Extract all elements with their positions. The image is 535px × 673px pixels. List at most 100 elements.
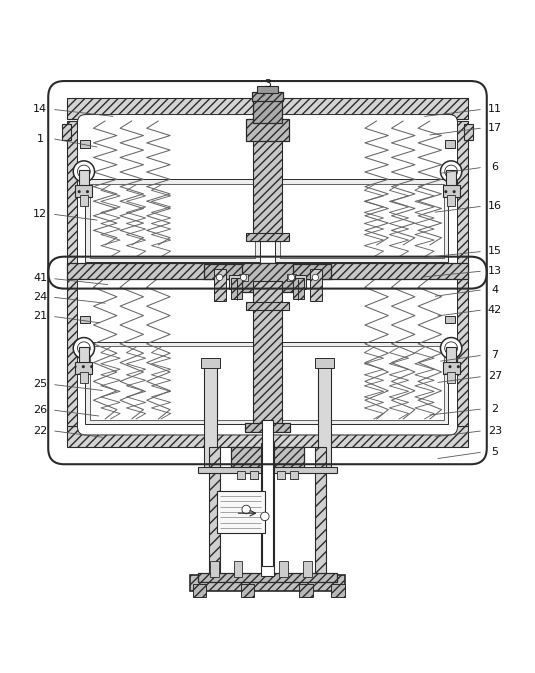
- Bar: [442, 362, 460, 374]
- Bar: [67, 263, 468, 279]
- FancyBboxPatch shape: [78, 114, 457, 275]
- Bar: [209, 447, 219, 577]
- Bar: [446, 170, 456, 188]
- Bar: [80, 195, 88, 206]
- Bar: [276, 180, 448, 262]
- Bar: [245, 423, 290, 432]
- Bar: [204, 365, 217, 471]
- Circle shape: [445, 165, 457, 178]
- Bar: [67, 121, 87, 270]
- Bar: [277, 470, 285, 479]
- Circle shape: [445, 342, 457, 355]
- Bar: [448, 276, 468, 426]
- Bar: [445, 140, 455, 147]
- Bar: [280, 184, 444, 258]
- Text: 41: 41: [33, 273, 47, 283]
- Bar: [201, 358, 219, 368]
- Bar: [261, 443, 274, 576]
- Bar: [257, 86, 278, 93]
- Circle shape: [312, 274, 319, 281]
- Text: 16: 16: [488, 201, 502, 211]
- Bar: [447, 195, 455, 206]
- Bar: [234, 561, 242, 577]
- Bar: [193, 584, 207, 598]
- Text: 15: 15: [488, 246, 502, 256]
- Bar: [276, 342, 448, 424]
- Bar: [442, 185, 460, 197]
- Text: 12: 12: [33, 209, 47, 219]
- FancyBboxPatch shape: [78, 270, 457, 435]
- Bar: [300, 584, 313, 598]
- Bar: [448, 121, 468, 270]
- Text: 4: 4: [491, 285, 498, 295]
- Bar: [231, 278, 242, 299]
- Bar: [246, 302, 289, 310]
- Text: 14: 14: [33, 104, 47, 114]
- Bar: [295, 275, 306, 289]
- Text: 26: 26: [33, 405, 47, 415]
- Bar: [239, 274, 248, 281]
- Bar: [80, 316, 90, 323]
- Bar: [217, 491, 265, 534]
- Bar: [445, 316, 455, 323]
- Bar: [253, 118, 282, 241]
- Bar: [279, 561, 288, 577]
- Text: 27: 27: [487, 371, 502, 382]
- Text: 22: 22: [33, 426, 48, 435]
- Bar: [316, 358, 334, 368]
- Text: 5: 5: [491, 447, 498, 457]
- Circle shape: [73, 161, 95, 182]
- Bar: [79, 347, 89, 364]
- Bar: [280, 346, 444, 420]
- Bar: [231, 447, 304, 472]
- Bar: [331, 584, 345, 598]
- Bar: [303, 561, 312, 577]
- Bar: [79, 170, 89, 188]
- Bar: [67, 276, 87, 426]
- Bar: [75, 185, 93, 197]
- Text: 2: 2: [491, 404, 498, 414]
- Circle shape: [261, 512, 269, 521]
- Bar: [311, 274, 319, 281]
- Bar: [253, 97, 282, 122]
- Bar: [241, 584, 254, 598]
- Bar: [86, 180, 259, 262]
- Bar: [216, 274, 224, 281]
- Text: 6: 6: [491, 162, 498, 172]
- Bar: [62, 124, 71, 139]
- Circle shape: [242, 505, 250, 513]
- FancyBboxPatch shape: [48, 256, 487, 464]
- Circle shape: [78, 165, 90, 178]
- Circle shape: [78, 342, 90, 355]
- Text: 7: 7: [491, 350, 498, 360]
- Bar: [262, 420, 273, 567]
- Text: 23: 23: [488, 426, 502, 435]
- Bar: [251, 92, 284, 101]
- Text: 25: 25: [33, 380, 47, 390]
- Circle shape: [216, 274, 223, 281]
- Bar: [229, 275, 240, 289]
- Bar: [287, 274, 296, 281]
- Bar: [67, 98, 468, 119]
- Bar: [90, 346, 255, 420]
- Bar: [80, 372, 88, 383]
- Bar: [318, 365, 331, 471]
- Bar: [447, 372, 455, 383]
- Bar: [204, 264, 331, 279]
- Bar: [246, 119, 289, 141]
- Bar: [250, 470, 258, 479]
- Bar: [293, 278, 304, 299]
- Text: 3: 3: [264, 79, 271, 89]
- Bar: [198, 573, 337, 582]
- Circle shape: [288, 274, 295, 281]
- Text: 17: 17: [488, 123, 502, 133]
- Text: 13: 13: [488, 266, 502, 276]
- Circle shape: [240, 274, 247, 281]
- Text: 21: 21: [33, 312, 47, 321]
- Bar: [86, 342, 259, 424]
- Text: 1: 1: [37, 133, 44, 143]
- Bar: [253, 281, 282, 427]
- Bar: [215, 269, 226, 302]
- Bar: [242, 263, 293, 292]
- Bar: [291, 470, 298, 479]
